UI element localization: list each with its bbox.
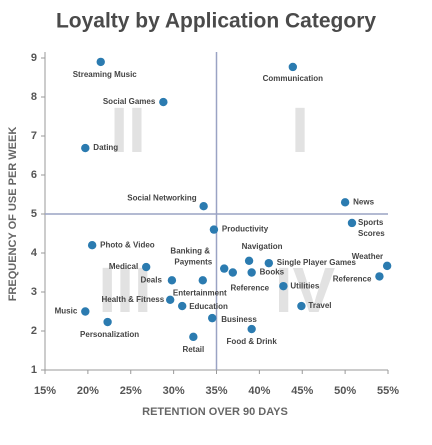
x-axis-label: RETENTION OVER 90 DAYS (142, 406, 288, 418)
point-label: Personalization (80, 330, 139, 339)
point-label: Entertainment (173, 288, 227, 297)
point (208, 313, 217, 323)
x-tick-label: 30% (163, 385, 185, 397)
point-label: Utilities (290, 281, 319, 290)
point (96, 57, 105, 67)
y-tick-label: 9 (31, 52, 37, 64)
point (228, 268, 237, 277)
point-label: Dating (93, 143, 118, 152)
point (340, 198, 350, 207)
point-label: Sports Scores (358, 218, 386, 238)
point-label: Reference (333, 275, 372, 284)
point-label: Social Networking (127, 193, 196, 202)
point-label: Banking & Payments (170, 247, 212, 267)
y-tick-label: 6 (31, 169, 37, 181)
point (167, 276, 177, 285)
point-label: Retail (182, 345, 204, 354)
point-label: Music (55, 307, 78, 316)
quadrant-label: II (110, 94, 146, 166)
point-label: Communication (263, 74, 324, 83)
point-label: Medical (109, 262, 138, 271)
point (347, 218, 357, 228)
point-label: Social Games (103, 97, 156, 106)
point-label: Books (260, 268, 285, 277)
point (87, 241, 97, 250)
x-tick-label: 55% (377, 385, 399, 397)
y-tick-label: 5 (31, 208, 37, 220)
y-tick-label: 1 (31, 364, 37, 376)
point (247, 268, 256, 277)
point (244, 256, 254, 265)
quadrant-label: I (291, 94, 309, 166)
chart-title: Loyalty by Application Category (56, 10, 376, 33)
point-label: Reference (230, 284, 269, 293)
point-label: Streaming Music (73, 70, 138, 79)
point (297, 301, 306, 311)
x-tick-label: 45% (291, 385, 313, 397)
point-label: Deals (141, 275, 163, 284)
point (382, 261, 392, 271)
point (288, 62, 298, 72)
point-label: Health & Fitness (102, 295, 165, 304)
point (220, 264, 229, 273)
x-tick-label: 35% (205, 385, 227, 397)
y-tick-label: 7 (31, 130, 37, 142)
y-axis-label: FREQUENCY OF USE PER WEEK (7, 127, 19, 302)
point-label: Food & Drink (227, 337, 278, 346)
y-tick-label: 3 (31, 286, 37, 298)
point-label: Single Player Games (277, 258, 357, 267)
x-tick-label: 15% (34, 385, 56, 397)
x-tick-label: 25% (120, 385, 142, 397)
point (178, 301, 187, 311)
point-label: Business (221, 315, 257, 324)
point (159, 97, 168, 107)
point (375, 272, 384, 281)
point (198, 276, 207, 285)
point (81, 307, 90, 316)
x-tick-label: 40% (248, 385, 270, 397)
point-label: Productivity (222, 225, 269, 234)
point (103, 317, 112, 327)
point (141, 262, 151, 272)
point (247, 324, 256, 334)
y-tick-label: 4 (31, 247, 38, 259)
point (81, 143, 90, 153)
point (264, 258, 274, 268)
point-label: Navigation (242, 242, 283, 251)
point (165, 295, 175, 304)
point (199, 202, 208, 211)
y-tick-label: 2 (31, 325, 37, 337)
point-label: Education (189, 302, 228, 311)
point-label: Travel (308, 301, 331, 310)
x-tick-label: 50% (334, 385, 356, 397)
point (209, 225, 219, 234)
point-label: News (353, 197, 374, 206)
point-label: Weather (352, 252, 383, 261)
y-tick-label: 8 (31, 91, 37, 103)
point (189, 332, 198, 342)
point (279, 281, 288, 291)
x-tick-label: 20% (77, 385, 99, 397)
point-label: Photo & Video (100, 240, 155, 249)
